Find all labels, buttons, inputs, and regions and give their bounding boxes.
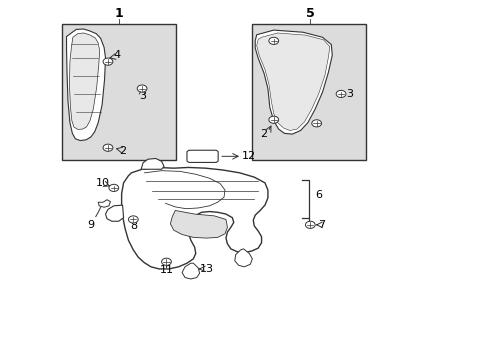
Polygon shape — [105, 205, 123, 221]
Polygon shape — [141, 158, 163, 169]
Text: 3: 3 — [346, 89, 353, 99]
Text: 8: 8 — [129, 221, 137, 231]
Text: 9: 9 — [87, 220, 94, 230]
Circle shape — [161, 258, 171, 265]
Text: 3: 3 — [139, 91, 146, 102]
Bar — [61, 24, 176, 160]
Polygon shape — [69, 33, 100, 130]
Polygon shape — [170, 211, 227, 238]
Polygon shape — [256, 33, 329, 131]
Circle shape — [103, 144, 113, 151]
Circle shape — [128, 216, 138, 223]
Circle shape — [103, 58, 113, 65]
Circle shape — [137, 85, 147, 92]
Text: 4: 4 — [113, 50, 120, 60]
Polygon shape — [122, 167, 267, 269]
Circle shape — [268, 116, 278, 123]
Polygon shape — [66, 29, 105, 140]
Text: 2: 2 — [260, 129, 267, 139]
Text: 7: 7 — [317, 220, 325, 230]
Polygon shape — [98, 200, 110, 207]
Circle shape — [335, 90, 345, 98]
Circle shape — [109, 184, 119, 192]
Polygon shape — [255, 30, 331, 134]
Circle shape — [305, 221, 315, 228]
Text: 11: 11 — [159, 265, 173, 275]
Text: 12: 12 — [242, 151, 256, 161]
Text: 6: 6 — [314, 190, 322, 200]
Polygon shape — [234, 249, 252, 267]
Bar — [251, 24, 366, 160]
Text: 5: 5 — [305, 7, 314, 20]
Circle shape — [311, 120, 321, 127]
FancyBboxPatch shape — [186, 150, 218, 162]
Circle shape — [268, 37, 278, 44]
Text: 1: 1 — [115, 7, 123, 20]
Text: 2: 2 — [119, 145, 126, 156]
Text: 10: 10 — [96, 178, 110, 188]
Polygon shape — [182, 263, 199, 279]
Text: 13: 13 — [199, 264, 213, 274]
